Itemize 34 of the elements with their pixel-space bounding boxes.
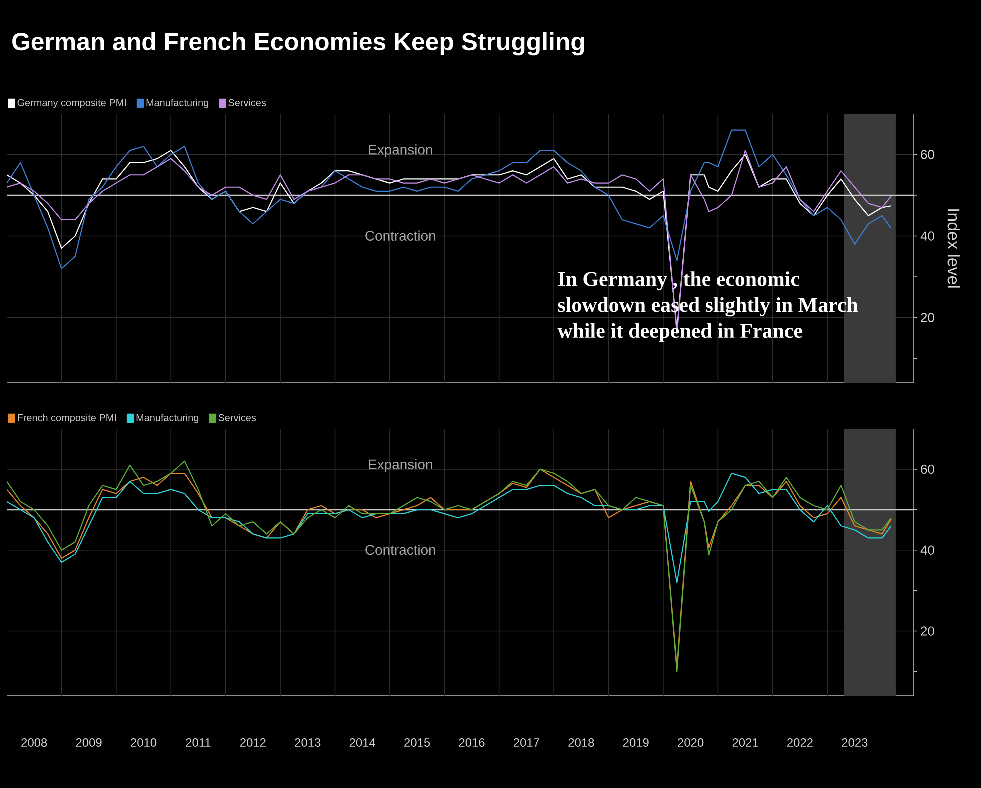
x-tick-label: 2019 xyxy=(623,738,649,747)
annotation: Contraction xyxy=(366,230,436,241)
x-tick-label: 2021 xyxy=(732,738,758,747)
x-tick-label: 2023 xyxy=(842,738,868,747)
chart-title: German and French Economies Keep Struggling xyxy=(12,32,584,56)
annotation: Expansion xyxy=(369,459,432,472)
x-tick-label: 2008 xyxy=(22,738,48,747)
x-tick-label: 2016 xyxy=(459,738,485,747)
x-tick-label: 2018 xyxy=(568,738,594,747)
annotation: Contraction xyxy=(366,544,436,556)
legend-label: Services xyxy=(228,99,266,106)
legend-label: Manufacturing xyxy=(146,99,208,108)
annotation: Expansion xyxy=(369,144,432,158)
x-tick-label: 2013 xyxy=(295,738,321,747)
x-tick-label: 2010 xyxy=(131,738,157,747)
x-tick-label: 2017 xyxy=(514,738,540,747)
x-tick-label: 2020 xyxy=(678,738,704,747)
x-tick-label: 2012 xyxy=(240,738,266,747)
x-tick-label: 2011 xyxy=(186,738,211,747)
x-tick-label: 2015 xyxy=(404,738,430,747)
legend-label: Services xyxy=(218,414,256,422)
y-axis-title: Index level xyxy=(948,210,960,288)
y-tick-label: 20 xyxy=(921,626,934,636)
y-tick-label: 40 xyxy=(920,546,934,555)
x-tick-label: 2009 xyxy=(76,738,102,747)
legend-label: Manufacturing xyxy=(136,414,199,424)
x-tick-label: 2014 xyxy=(350,738,376,747)
x-tick-label: 2022 xyxy=(788,738,813,747)
y-tick-label: 60 xyxy=(921,464,934,474)
y-tick-label: 20 xyxy=(921,313,934,322)
y-tick-label: 60 xyxy=(921,150,934,160)
legend-label: Germany composite PMI xyxy=(18,99,126,108)
y-tick-label: 40 xyxy=(920,232,934,241)
legend-label: French composite PMI xyxy=(18,414,116,424)
